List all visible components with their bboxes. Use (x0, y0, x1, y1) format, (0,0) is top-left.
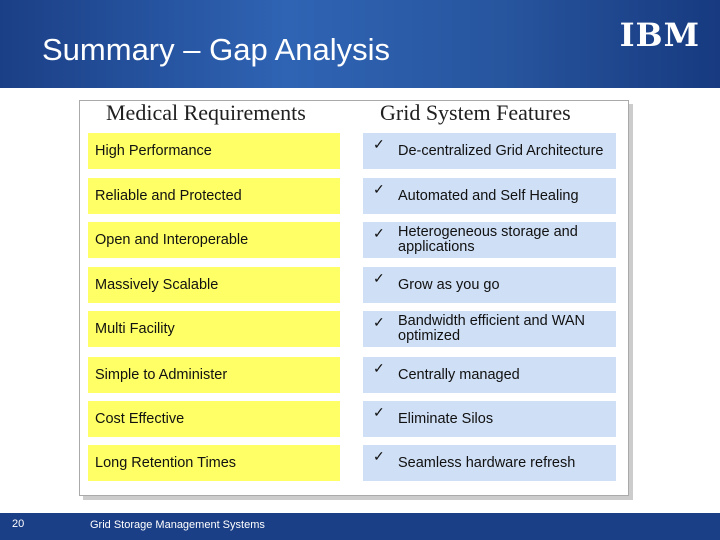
panel (79, 100, 629, 496)
feature-cell: Grow as you go (363, 267, 616, 303)
requirement-cell: Long Retention Times (88, 445, 340, 481)
requirement-cell: Multi Facility (88, 311, 340, 347)
page-number: 20 (12, 518, 25, 530)
feature-cell: Automated and Self Healing (363, 178, 616, 214)
requirement-cell: Open and Interoperable (88, 222, 340, 258)
requirement-cell: High Performance (88, 133, 340, 169)
column-header: Medical Requirements (106, 100, 306, 125)
requirement-cell: Simple to Administer (88, 357, 340, 393)
feature-cell: Centrally managed (363, 357, 616, 393)
feature-cell: Eliminate Silos (363, 401, 616, 437)
requirement-cell: Cost Effective (88, 401, 340, 437)
banner (0, 0, 720, 88)
feature-cell: Heterogeneous storage and applications (363, 222, 616, 258)
feature-cell: De-centralized Grid Architecture (363, 133, 616, 169)
title: Summary – Gap Analysis (42, 32, 391, 67)
logo: IBM (619, 16, 700, 54)
footer-bar (0, 513, 720, 540)
requirement-cell: Reliable and Protected (88, 178, 340, 214)
feature-cell: Bandwidth efficient and WAN optimized (363, 311, 616, 347)
column-header: Grid System Features (380, 100, 571, 125)
requirement-cell: Massively Scalable (88, 267, 340, 303)
feature-cell: Seamless hardware refresh (363, 445, 616, 481)
footer-text: Grid Storage Management Systems (90, 519, 265, 531)
